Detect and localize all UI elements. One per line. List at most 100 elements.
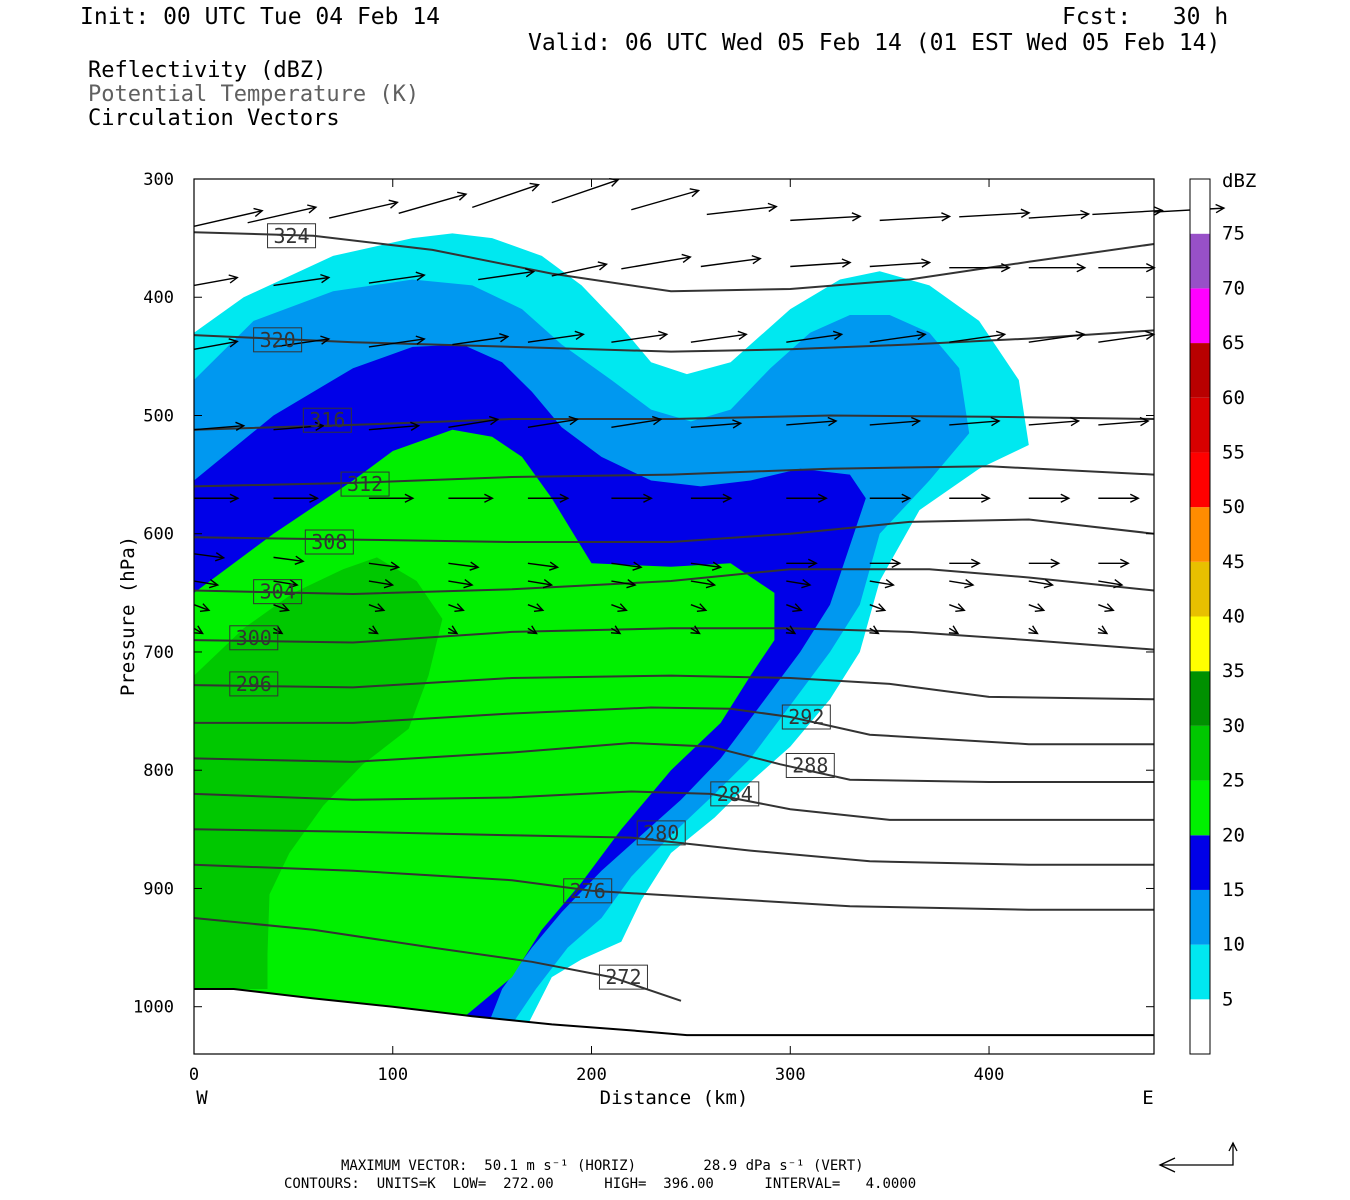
circulation-vector	[690, 561, 723, 571]
vector-head	[689, 188, 701, 198]
circulation-vector	[448, 561, 480, 571]
vector-shaft	[1097, 627, 1108, 635]
circulation-vector	[869, 625, 880, 635]
vector-shaft	[551, 179, 619, 204]
circulation-vector	[1028, 493, 1071, 503]
circulation-vector	[527, 330, 585, 343]
vector-shaft	[193, 604, 210, 611]
vector-shaft	[1098, 604, 1114, 611]
colorbar-label: 25	[1222, 770, 1245, 792]
vector-head	[1028, 625, 1039, 635]
vector-shaft	[527, 562, 558, 568]
colorbar-swatch	[1190, 397, 1210, 453]
valid-time: Valid: 06 UTC Wed 05 Feb 14 (01 EST Wed …	[528, 30, 1221, 56]
circulation-vector	[1028, 330, 1086, 343]
y-tick-label: 300	[143, 170, 174, 190]
vector-shaft	[472, 184, 539, 209]
circulation-vector	[949, 558, 981, 569]
vector-shaft	[785, 627, 796, 635]
vector-head	[1075, 330, 1086, 340]
vector-head	[891, 558, 902, 569]
vector-shaft	[621, 256, 691, 270]
vector-head	[785, 625, 797, 635]
contour-label-320: 320	[260, 328, 296, 352]
vector-shaft	[273, 556, 304, 563]
vector-head	[374, 603, 386, 612]
colorbar-swatch	[1190, 671, 1210, 726]
contour-label-280: 280	[643, 821, 679, 845]
vector-shaft	[631, 189, 699, 211]
contour-label-box-292	[781, 704, 831, 730]
circulation-vector	[611, 603, 628, 612]
circulation-vector	[1028, 579, 1055, 589]
vector-head	[228, 274, 239, 284]
vector-shaft	[527, 418, 578, 429]
contour-label-box-316	[302, 407, 352, 433]
contour-label-304: 304	[260, 580, 296, 604]
circulation-vector	[368, 579, 395, 589]
colorbar-swatch	[1190, 889, 1210, 945]
contour-label-box-300	[229, 625, 279, 651]
circulation-vector	[949, 603, 966, 612]
colorbar-swatch	[1190, 616, 1210, 672]
circulation-vector	[948, 625, 960, 635]
y-tick-label: 600	[143, 525, 174, 545]
vector-shaft	[368, 562, 399, 568]
circulation-vector	[448, 493, 494, 503]
vector-head	[1113, 579, 1124, 589]
contour-label-308: 308	[311, 530, 347, 554]
vector-shaft	[527, 580, 552, 586]
vector-head	[410, 421, 421, 431]
vector-shaft	[328, 201, 398, 219]
circulation-vector	[631, 188, 701, 211]
vector-shaft	[611, 627, 621, 635]
circulation-vector	[368, 561, 401, 571]
theta-contour-312	[193, 465, 1155, 488]
colorbar-label: 15	[1222, 879, 1245, 901]
circulation-vector	[447, 625, 459, 635]
x-tick-label: 100	[377, 1065, 408, 1085]
circulation-vector	[368, 625, 379, 635]
x-tick-label: 0	[189, 1065, 199, 1085]
vector-shaft	[611, 333, 667, 343]
contour-label-324: 324	[273, 224, 309, 248]
vector-shaft	[611, 418, 661, 429]
contour-label-box-324	[267, 223, 317, 249]
colorbar-label: 5	[1222, 988, 1233, 1010]
vector-head	[807, 558, 818, 569]
circulation-vector	[869, 493, 912, 503]
circulation-vector	[1028, 625, 1039, 635]
circulation-vector	[949, 416, 1001, 427]
vector-head	[651, 415, 663, 426]
vector-head	[288, 579, 299, 589]
circulation-vector	[869, 416, 922, 427]
vector-head	[722, 493, 733, 503]
vector-shaft	[869, 604, 886, 611]
vector-head	[368, 625, 379, 635]
vector-head	[415, 271, 426, 281]
vector-head	[1060, 493, 1071, 503]
vector-shaft	[949, 420, 1000, 426]
circulation-vector	[1098, 579, 1124, 589]
theta-contour-304	[193, 568, 1155, 596]
vector-head	[995, 330, 1007, 340]
colorbar-label: 45	[1222, 551, 1245, 573]
terrain-line	[194, 988, 1154, 1037]
circulation-vector	[193, 552, 226, 562]
vector-head	[1215, 203, 1226, 214]
circulation-vector	[700, 254, 762, 268]
circulation-vector	[273, 555, 305, 565]
theta-contour-292	[194, 706, 1154, 746]
vector-head	[383, 579, 395, 589]
circulation-vector	[1028, 603, 1046, 612]
vector-head	[273, 625, 284, 635]
colorbar-swatch	[1190, 179, 1210, 234]
vector-shaft	[448, 627, 458, 635]
vector-head	[1000, 262, 1011, 273]
vector-head	[1076, 262, 1087, 273]
circulation-vector	[949, 579, 975, 589]
circulation-vector	[790, 258, 852, 268]
theta-contour-272	[193, 917, 682, 1002]
vector-shaft	[398, 193, 467, 214]
circulation-vector	[786, 579, 812, 589]
